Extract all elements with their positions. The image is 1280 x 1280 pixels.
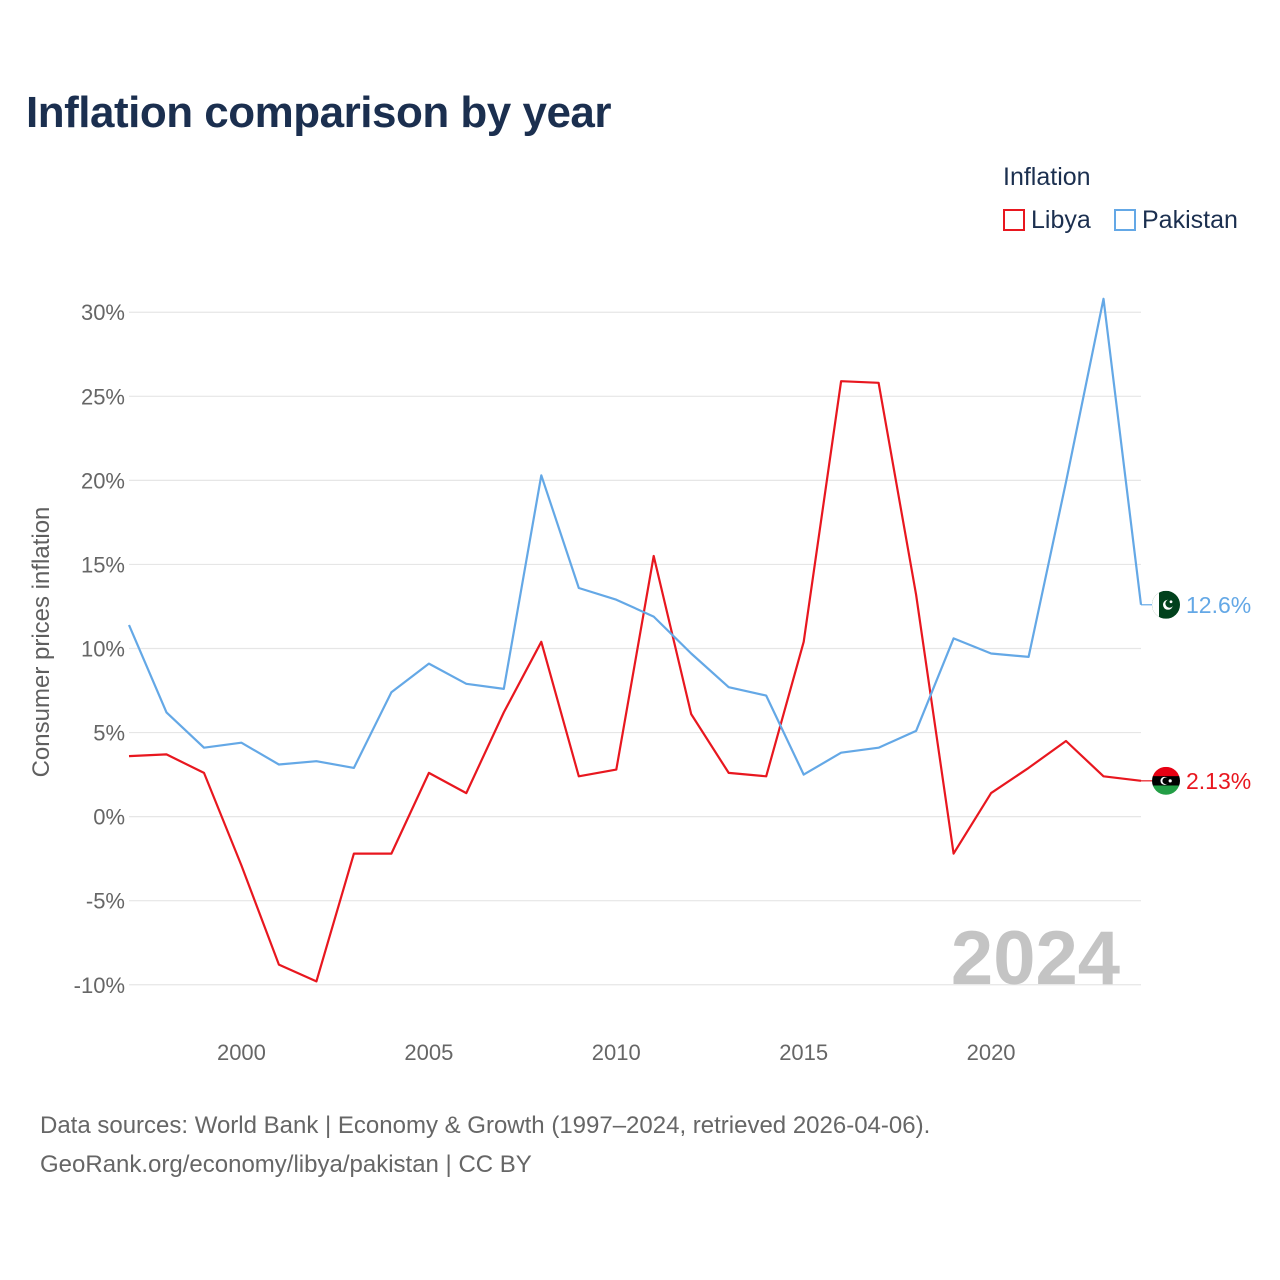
source-line-2[interactable]: GeoRank.org/economy/libya/pakistan | CC … <box>40 1151 532 1178</box>
legend-label-pakistan: Pakistan <box>1142 205 1238 234</box>
series-line-pakistan[interactable] <box>127 297 1143 776</box>
y-tick-label: 10% <box>81 637 125 662</box>
source-line-1: Data sources: World Bank | Economy & Gro… <box>40 1112 931 1139</box>
end-label-libya: 2.13% <box>1186 768 1251 794</box>
libya-flag-icon <box>1152 766 1180 795</box>
y-tick-label: 15% <box>81 552 125 577</box>
y-tick-label: -5% <box>86 889 125 914</box>
legend-title: Inflation <box>1003 163 1091 191</box>
source-note: Data sources: World Bank | Economy & Gro… <box>40 1106 930 1184</box>
legend-swatch-libya <box>1003 209 1025 231</box>
y-tick-label: 0% <box>93 805 125 830</box>
x-tick-label: 2020 <box>967 1040 1016 1065</box>
y-tick-label: 20% <box>81 468 125 493</box>
series-line-libya[interactable] <box>128 380 1142 983</box>
legend-label-libya: Libya <box>1031 205 1091 234</box>
y-tick-label: -10% <box>74 973 125 998</box>
y-tick-label: 5% <box>93 721 125 746</box>
x-tick-label: 2005 <box>404 1040 453 1065</box>
chart-title: Inflation comparison by year <box>26 88 612 137</box>
legend-item-libya[interactable]: Libya <box>1003 205 1091 235</box>
grid-lines <box>129 311 1141 986</box>
end-labels: 2.13% 12.6% <box>1141 590 1251 795</box>
x-tick-label: 2010 <box>592 1040 641 1065</box>
y-tick-label: 30% <box>81 300 125 325</box>
pakistan-flag-icon <box>1152 590 1180 619</box>
legend-item-pakistan[interactable]: Pakistan <box>1114 205 1238 235</box>
x-tick-label: 2015 <box>779 1040 828 1065</box>
x-tick-label: 2000 <box>217 1040 266 1065</box>
x-tick-labels: 2000 2005 2010 2015 2020 <box>217 1040 1016 1065</box>
series-lines <box>127 297 1143 983</box>
end-label-pakistan: 12.6% <box>1186 592 1251 618</box>
y-tick-label: 25% <box>81 384 125 409</box>
year-watermark: 2024 <box>951 916 1120 1001</box>
y-tick-labels: -10% -5% 0% 5% 10% 15% 20% 25% 30% <box>74 300 125 998</box>
legend-swatch-pakistan <box>1114 209 1136 231</box>
